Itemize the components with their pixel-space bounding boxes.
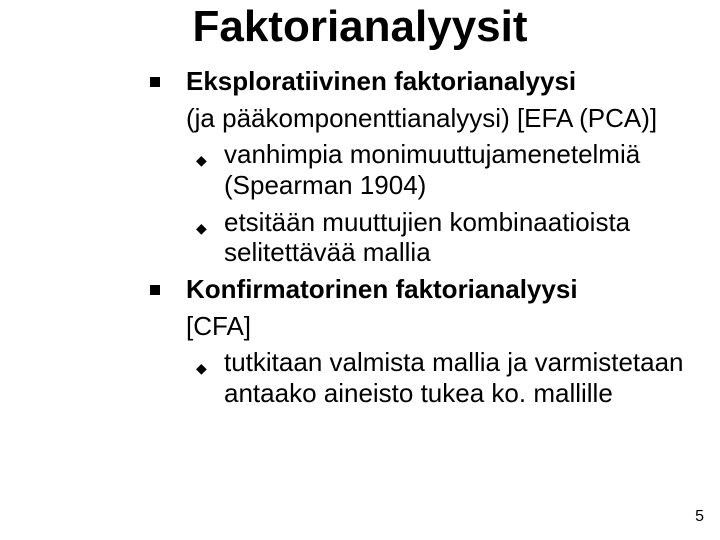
diamond-bullet-icon: ◆ (196, 221, 207, 235)
slide: Faktorianalyysit Eksploratiivinen faktor… (0, 0, 720, 540)
sub-item-text: etsitään muuttujien kombinaatioista seli… (224, 207, 630, 268)
sub-item-text: tutkitaan valmista mallia ja varmistetaa… (224, 347, 684, 408)
sub-list-item: ◆ etsitään muuttujien kombinaatioista se… (150, 207, 710, 268)
item-heading: Konfirmatorinen faktorianalyysi (186, 274, 578, 304)
square-bullet-icon (150, 77, 160, 87)
slide-body: Eksploratiivinen faktorianalyysi (ja pää… (150, 66, 710, 415)
page-number: 5 (695, 508, 704, 526)
slide-title: Faktorianalyysit (0, 2, 720, 52)
sub-list-item: ◆ tutkitaan valmista mallia ja varmistet… (150, 347, 710, 408)
sub-item-text: vanhimpia monimuuttujamenetelmiä (Spearm… (224, 139, 640, 200)
list-item: Eksploratiivinen faktorianalyysi (150, 66, 710, 97)
item-continuation: (ja pääkomponenttianalyysi) [EFA (PCA)] (150, 103, 710, 134)
sub-list-item: ◆ vanhimpia monimuuttujamenetelmiä (Spea… (150, 139, 710, 200)
diamond-bullet-icon: ◆ (196, 153, 207, 167)
list-item: Konfirmatorinen faktorianalyysi (150, 274, 710, 305)
diamond-bullet-icon: ◆ (196, 361, 207, 375)
item-heading: Eksploratiivinen faktorianalyysi (186, 66, 576, 96)
item-continuation: [CFA] (150, 311, 710, 342)
square-bullet-icon (150, 285, 160, 295)
